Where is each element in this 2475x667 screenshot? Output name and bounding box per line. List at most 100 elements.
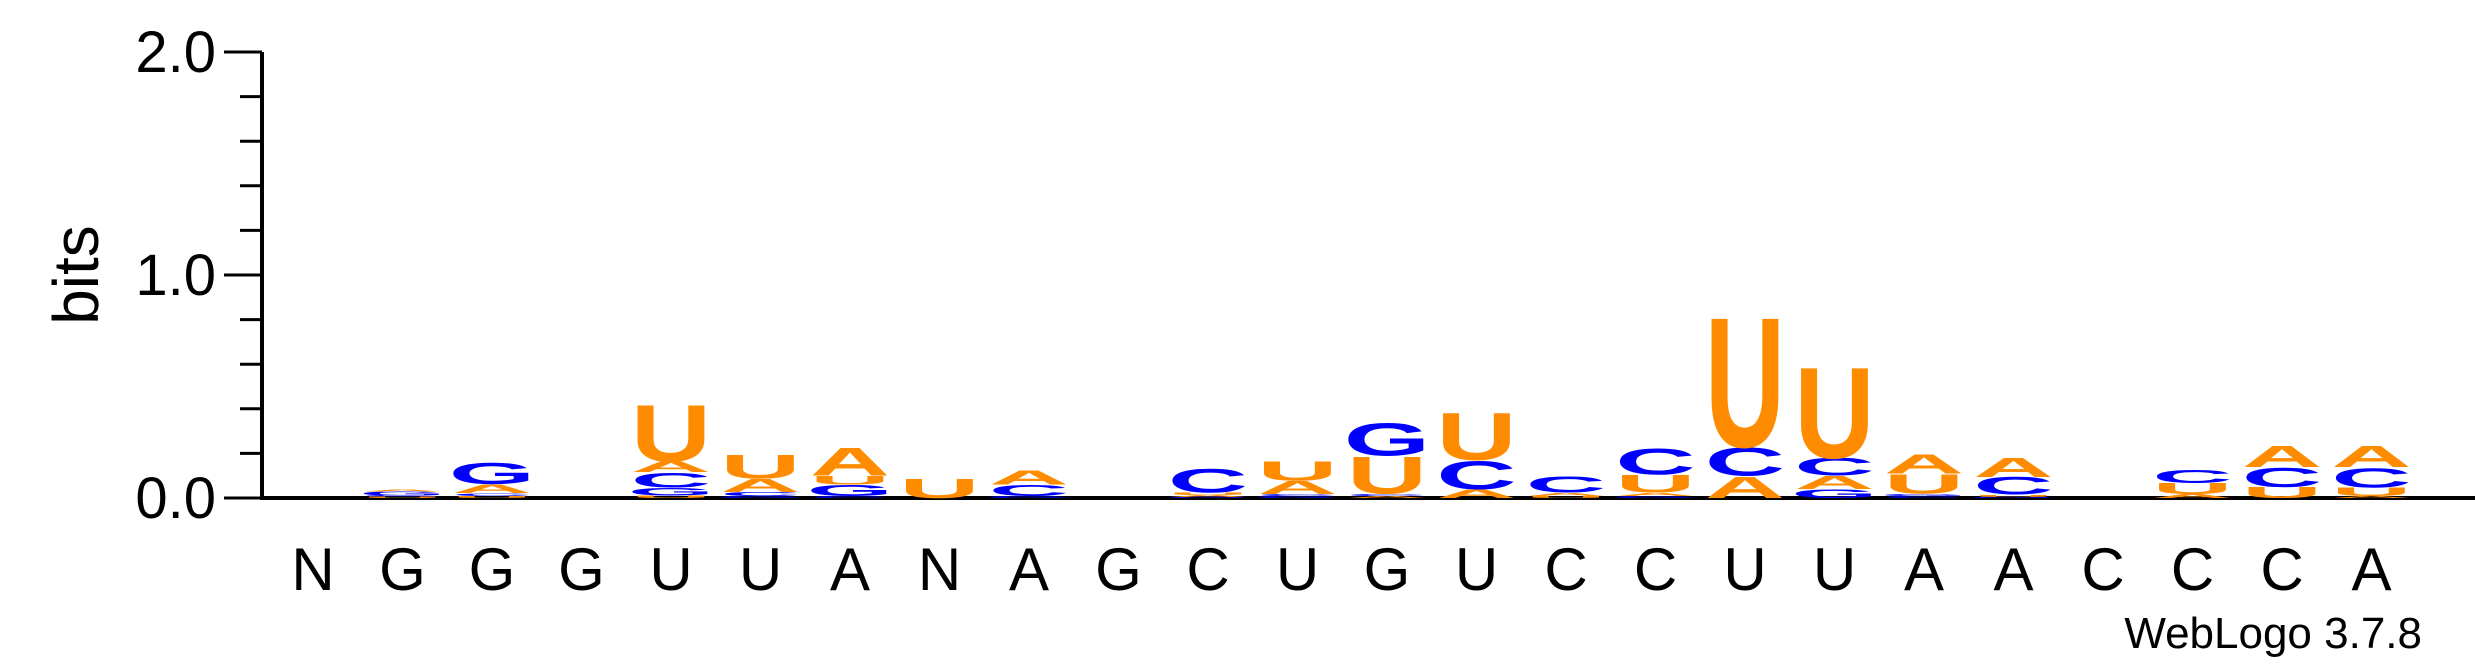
logo-letter-a: A [1257,477,1337,498]
logo-letter-c: C [1794,454,1874,482]
logo-letter-u: U [1168,492,1248,496]
logo-letter-g: G [1344,414,1430,466]
x-position-label: G [1364,536,1411,603]
logo-letter-g: G [1165,497,1251,499]
logo-letter-c: C [362,495,442,497]
logo-letter-g: G [1881,493,1967,496]
x-position-label: A [830,536,870,603]
logo-letter-u: U [631,388,711,478]
logo-letter-g: G [717,495,803,498]
logo-letter-a: A [1615,492,1695,497]
logo-letter-a: A [2152,493,2232,499]
logo-letter-a: A [1705,470,1785,505]
logo-letter-a: A [2242,439,2322,474]
logo-letter-a: A [2331,440,2411,475]
y-tick-label: 1.0 [135,243,216,308]
x-position-label: U [1813,536,1856,603]
x-position-label: G [469,536,516,603]
logo-letter-u: U [631,495,711,499]
x-position-label: A [1993,536,2033,603]
x-position-label: C [2081,536,2124,603]
logo-letter-c: C [1615,441,1695,483]
logo-letter-g: G [1254,496,1340,499]
logo-letter-a: A [720,475,800,496]
x-position-label: A [2351,536,2391,603]
logo-letter-a: A [1794,472,1874,493]
weblogo-credit: WebLogo 3.7.8 [2124,609,2422,658]
logo-letter-a: A [1168,495,1248,498]
y-tick-label: 0.0 [135,466,216,531]
logo-letter-u: U [2331,485,2411,499]
logo-letter-u: U [1615,470,1695,498]
logo-letter-c: C [1884,495,1964,498]
logo-letter-c: C [720,491,800,497]
x-position-label: U [1276,536,1319,603]
logo-letter-u: U [1884,469,1964,500]
logo-letter-u: U [2152,480,2232,497]
x-position-label: C [2171,536,2214,603]
x-position-label: A [1009,536,1049,603]
logo-letter-c: C [452,492,532,496]
logo-letter-a: A [810,439,890,484]
logo-letter-u: U [1436,399,1516,475]
logo-letter-a: A [989,466,1069,488]
logo-letter-u: U [1257,456,1337,487]
logo-letter-a: A [2331,496,2411,499]
y-axis-title: bits [40,225,112,325]
logo-letter-g: G [1970,497,2056,499]
logo-letter-u: U [1973,494,2053,497]
logo-letter-g: G [986,495,1072,498]
x-position-label: N [291,536,334,603]
logo-letter-c: C [1436,452,1516,497]
logo-letter-c: C [2331,463,2411,494]
logo-letter-a: A [1884,449,1964,480]
logo-letter-u: U [1526,495,1606,498]
x-position-label: A [1904,536,1944,603]
logo-letter-a: A [452,482,532,496]
logo-letter-g: G [807,482,893,499]
logo-letter-u: U [452,495,532,498]
logo-letter-u: U [1347,446,1427,505]
logo-letter-c: C [1347,493,1427,496]
logo-letter-c: C [1973,472,2053,500]
x-position-label: U [739,536,782,603]
logo-letter-c: C [1705,439,1785,484]
x-position-label: G [379,536,426,603]
logo-letter-g: G [449,456,535,491]
x-position-label: C [1634,536,1677,603]
x-position-label: U [1455,536,1498,603]
x-position-label: C [2260,536,2303,603]
logo-letter-u: U [720,448,800,486]
logo-letter-g: G [628,486,714,498]
x-position-label: G [1095,536,1142,603]
logo-letter-u: U [1705,279,1785,487]
x-position-label: N [918,536,961,603]
logo-letter-c: C [1526,472,1606,498]
logo-letter-u: U [810,473,890,487]
logo-letter-u: U [1794,340,1874,486]
logo-letter-a: A [362,489,442,492]
logo-letter-a: A [631,458,711,475]
logo-letter-a: A [1436,487,1516,501]
logo-letter-c: C [1257,493,1337,496]
x-position-label: C [1186,536,1229,603]
logo-letter-u: U [362,496,442,498]
y-ticks: 0.0 1.0 2.0 [135,20,262,531]
logo-letter-c: C [989,482,1069,499]
logo-letter-c: C [2242,462,2322,493]
logo-letter-g: G [359,491,445,497]
logo-letter-a: A [1526,492,1606,497]
logo-letter-g: G [1791,487,1877,501]
x-position-label: U [649,536,692,603]
logo-letter-g: G [1612,495,1698,498]
logo-letter-c: C [631,468,711,492]
logo-letter-c: C [2152,466,2232,487]
logo-letter-c: C [810,495,890,498]
x-position-label: C [1544,536,1587,603]
x-position-label: G [558,536,605,603]
logo-letter-c: C [1168,462,1248,500]
logo-letter-a: A [1973,452,2053,483]
